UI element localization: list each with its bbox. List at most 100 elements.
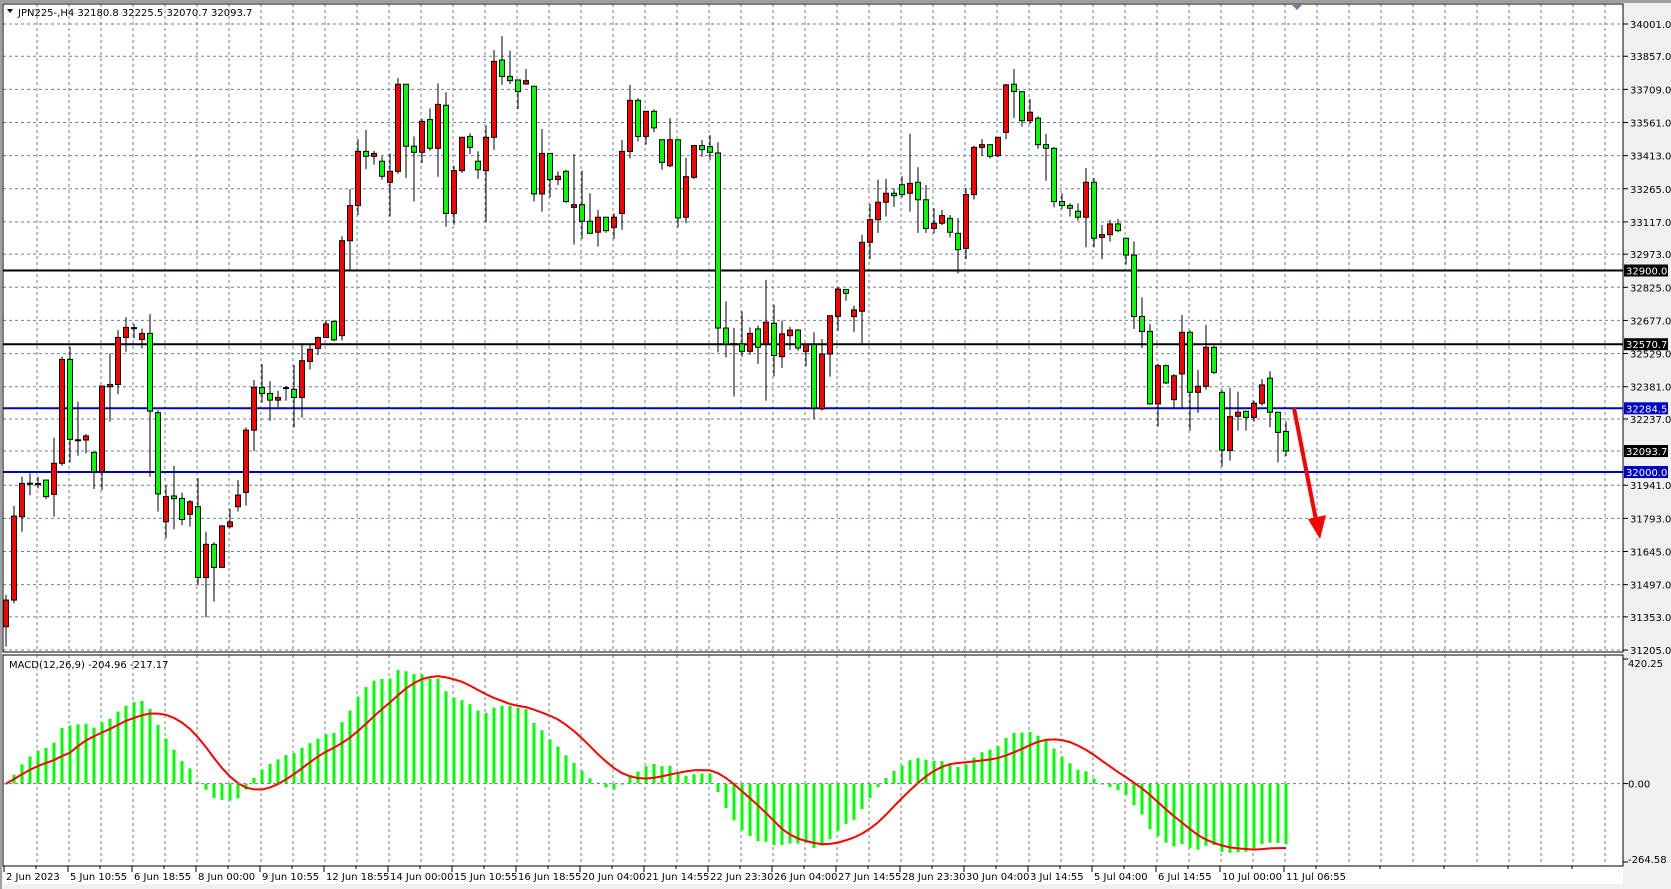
candle-bullish bbox=[187, 501, 193, 515]
candle-bullish bbox=[83, 435, 89, 441]
window-left-edge bbox=[0, 0, 2, 889]
price-tick-label: 32825.0 bbox=[1630, 283, 1671, 294]
time-tick-label: 5 Jun 10:55 bbox=[70, 872, 127, 883]
candle-bullish bbox=[1099, 234, 1105, 238]
candle-bullish bbox=[851, 309, 857, 318]
down-arrow-head-icon bbox=[1308, 515, 1326, 540]
candle-bearish bbox=[579, 204, 585, 222]
macd-histogram-bar bbox=[684, 775, 688, 784]
candle-bullish bbox=[459, 136, 465, 172]
candle-bearish bbox=[443, 104, 449, 214]
candle-bearish bbox=[1283, 431, 1289, 452]
macd-histogram-bar bbox=[916, 758, 920, 784]
candle-bearish bbox=[987, 144, 993, 157]
chart-title: JPN225-,H4 32180.8 32225.5 32070.7 32093… bbox=[17, 8, 252, 19]
down-arrow-shaft bbox=[1292, 407, 1319, 526]
candle-bullish bbox=[859, 241, 865, 312]
time-tick-label: 28 Jun 23:30 bbox=[902, 872, 966, 883]
macd-histogram-bar bbox=[1004, 737, 1008, 784]
candle-bullish bbox=[611, 216, 617, 228]
macd-histogram-bar bbox=[52, 742, 56, 784]
macd-histogram-bar bbox=[820, 783, 824, 846]
macd-histogram-bar bbox=[724, 783, 728, 809]
macd-histogram-bar bbox=[556, 746, 560, 784]
macd-histogram-bar bbox=[484, 712, 488, 784]
candle-bearish bbox=[1243, 410, 1249, 418]
macd-histogram-bar bbox=[964, 764, 968, 784]
candle-bullish bbox=[763, 321, 769, 345]
macd-histogram-bar bbox=[1028, 732, 1032, 784]
macd-histogram-bar bbox=[148, 709, 152, 784]
macd-histogram-bar bbox=[68, 725, 72, 784]
time-tick-label: 6 Jun 18:55 bbox=[134, 872, 191, 883]
macd-histogram-bar bbox=[1020, 732, 1024, 784]
macd-histogram-bar bbox=[732, 783, 736, 821]
macd-histogram-bar bbox=[332, 732, 336, 784]
macd-histogram-bar bbox=[1220, 783, 1224, 852]
candle-bearish bbox=[1131, 254, 1137, 317]
candle-bullish bbox=[163, 496, 169, 523]
macd-histogram-bar bbox=[1204, 783, 1208, 846]
candle-bearish bbox=[651, 110, 657, 129]
candle-bearish bbox=[795, 329, 801, 349]
macd-histogram-bar bbox=[252, 777, 256, 784]
candle-bullish bbox=[123, 326, 129, 338]
candle-bullish bbox=[131, 327, 137, 330]
candle-bullish bbox=[283, 387, 289, 390]
macd-histogram-bar bbox=[836, 783, 840, 831]
macd-histogram-bar bbox=[1124, 783, 1128, 796]
candle-bullish bbox=[819, 353, 825, 410]
price-tick-label: 31645.0 bbox=[1630, 547, 1671, 558]
macd-histogram-bar bbox=[164, 738, 168, 784]
candle-bearish bbox=[1267, 377, 1273, 413]
macd-histogram-bar bbox=[412, 674, 416, 784]
candle-bearish bbox=[363, 150, 369, 157]
candle-bullish bbox=[435, 103, 441, 149]
macd-histogram-bar bbox=[564, 755, 568, 784]
candle-bearish bbox=[379, 160, 385, 177]
candle-bearish bbox=[715, 152, 721, 329]
macd-histogram-bar bbox=[1156, 783, 1160, 837]
candle-bullish bbox=[1259, 384, 1265, 404]
candle-bearish bbox=[891, 192, 897, 197]
candle-bearish bbox=[739, 343, 745, 352]
candle-bullish bbox=[627, 99, 633, 152]
level-label-background bbox=[1624, 466, 1668, 479]
candle-bullish bbox=[75, 439, 81, 442]
candle-bearish bbox=[1035, 117, 1041, 146]
macd-histogram-bar bbox=[436, 678, 440, 784]
macd-histogram-bar bbox=[388, 678, 392, 784]
window-top-edge bbox=[0, 0, 1671, 3]
macd-histogram-bar bbox=[868, 783, 872, 799]
candle-bullish bbox=[963, 194, 969, 249]
macd-histogram-bar bbox=[692, 774, 696, 784]
macd-histogram-bar bbox=[492, 707, 496, 784]
macd-histogram-bar bbox=[188, 768, 192, 784]
candle-bearish bbox=[755, 328, 761, 348]
macd-histogram-bar bbox=[300, 748, 304, 784]
macd-histogram-bar bbox=[940, 761, 944, 784]
macd-histogram-bar bbox=[444, 691, 448, 784]
candle-bearish bbox=[635, 99, 641, 137]
candle-bullish bbox=[539, 152, 545, 195]
macd-histogram-bar bbox=[452, 697, 456, 784]
macd-histogram-bar bbox=[1260, 783, 1264, 845]
macd-histogram-bar bbox=[1228, 783, 1232, 853]
price-tick-label: 31497.0 bbox=[1630, 581, 1671, 592]
candle-bullish bbox=[803, 344, 809, 352]
macd-histogram-bar bbox=[428, 678, 432, 784]
candle-bearish bbox=[499, 59, 505, 77]
candle-bullish bbox=[227, 521, 233, 528]
macd-histogram-bar bbox=[500, 705, 504, 784]
macd-histogram-bar bbox=[1052, 748, 1056, 784]
candle-bullish bbox=[907, 182, 913, 194]
macd-histogram-bar bbox=[580, 770, 584, 784]
candle-bullish bbox=[931, 222, 937, 229]
chart-shift-marker-icon[interactable] bbox=[1291, 4, 1303, 10]
macd-histogram-bar bbox=[844, 783, 848, 824]
triangle-down-icon[interactable] bbox=[7, 9, 13, 13]
macd-histogram-bar bbox=[884, 777, 888, 784]
current-price-label-background bbox=[1624, 445, 1668, 458]
candle-bearish bbox=[1043, 144, 1049, 149]
